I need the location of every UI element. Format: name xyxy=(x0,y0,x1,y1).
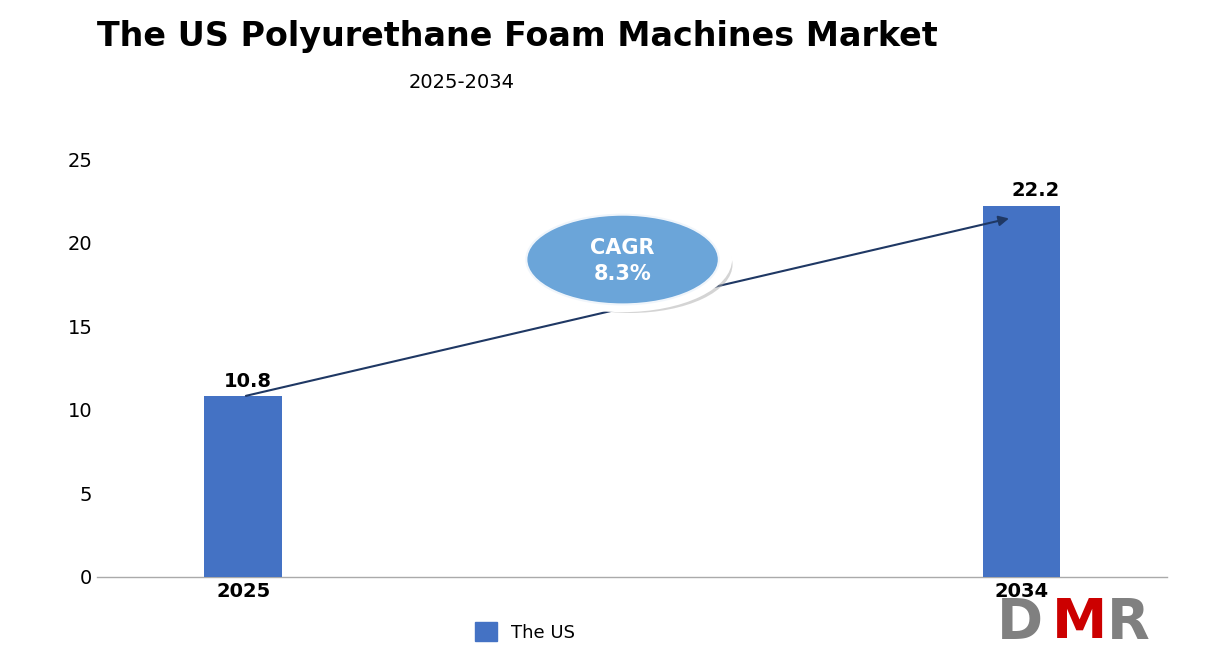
Legend: The US: The US xyxy=(468,615,582,649)
Bar xyxy=(983,206,1060,577)
Text: R: R xyxy=(1107,596,1149,650)
Text: 10.8: 10.8 xyxy=(224,372,272,391)
Text: 8.3%: 8.3% xyxy=(593,264,652,284)
Ellipse shape xyxy=(513,207,732,312)
Text: 2025-2034: 2025-2034 xyxy=(409,73,516,92)
Text: D: D xyxy=(997,596,1043,650)
FancyArrowPatch shape xyxy=(246,217,1007,396)
Text: M: M xyxy=(1052,596,1107,650)
Text: 22.2: 22.2 xyxy=(1012,181,1060,200)
Bar xyxy=(204,396,282,577)
Ellipse shape xyxy=(528,216,732,313)
Text: CAGR: CAGR xyxy=(590,238,655,258)
Ellipse shape xyxy=(525,213,720,306)
Text: The US Polyurethane Foam Machines Market: The US Polyurethane Foam Machines Market xyxy=(97,20,938,53)
